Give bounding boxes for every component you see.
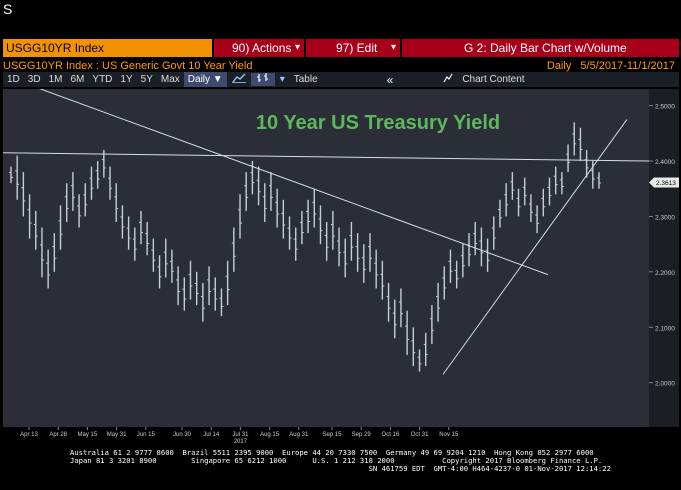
x-tick-label: Apr 28 <box>49 432 67 438</box>
x-tick-label: Apr 13 <box>20 432 38 438</box>
downtrend-line <box>39 89 549 276</box>
range-button-1y[interactable]: 1Y <box>120 74 133 85</box>
range-button-3d[interactable]: 3D <box>27 74 41 85</box>
x-tick-label: May 15 <box>78 432 98 438</box>
y-tick-label: 2.3000 <box>655 214 675 221</box>
x-tick-label: Jun 30 <box>173 432 192 438</box>
security-field[interactable]: USGG10YR Index <box>3 39 212 57</box>
x-tick-label: Aug 15 <box>260 432 280 438</box>
bar-type-icon[interactable] <box>250 73 275 86</box>
range-button-ytd[interactable]: YTD <box>92 74 113 85</box>
edit-label: 97) Edit <box>336 41 378 55</box>
x-tick-label: Nov 15 <box>439 432 459 438</box>
y-tick-label: 2.5000 <box>655 104 675 111</box>
chevron-down-icon: ▾ <box>294 42 300 53</box>
x-tick-label: May 31 <box>107 432 127 438</box>
x-tick-label: Sep 15 <box>322 432 342 438</box>
y-tick-label: 2.0000 <box>655 381 675 388</box>
uptrend-line <box>442 119 628 375</box>
footer-line-2: Japan 81 3 3201 8900 Singapore 65 6212 1… <box>70 456 603 465</box>
command-bar: USGG10YR Index 90) Actions ▾ 97) Edit ▾ … <box>3 39 679 57</box>
chevron-down-icon[interactable]: ▾ <box>279 74 285 85</box>
range-button-1d[interactable]: 1D <box>7 74 20 85</box>
range-button-1m[interactable]: 1M <box>48 74 63 85</box>
frequency-dropdown[interactable]: Daily ▼ <box>183 72 227 87</box>
chevron-down-icon: ▾ <box>390 42 396 53</box>
chart-toolbar: 1D 3D 1M 6M YTD 1Y 5Y Max Daily ▼ ▾ Tabl… <box>3 72 679 87</box>
x-tick-label: Jun 15 <box>137 432 156 438</box>
footer-line-1: Australia 61 2 9777 8600 Brazil 5511 239… <box>70 448 594 457</box>
last-value-marker <box>649 177 679 188</box>
x-tick-label: Sep 29 <box>352 432 372 438</box>
x-tick-label: Jul 14 <box>203 432 220 438</box>
chart-title-bar: G 2: Daily Bar Chart w/Volume <box>402 39 679 57</box>
edit-menu[interactable]: 97) Edit ▾ <box>306 39 400 57</box>
table-button[interactable]: Table <box>293 74 318 85</box>
actions-menu[interactable]: 90) Actions ▾ <box>214 39 304 57</box>
y-tick-label: 2.4000 <box>655 159 675 166</box>
last-value-label: 2.3613 <box>656 180 676 187</box>
y-axis-panel <box>649 89 679 427</box>
date-range-value: 5/5/2017-11/1/2017 <box>580 60 675 72</box>
range-button-5y[interactable]: 5Y <box>140 74 153 85</box>
period-label: Daily <box>546 60 572 72</box>
date-range[interactable]: Daily 5/5/2017-11/1/2017 <box>547 60 675 72</box>
y-tick-label: 2.1000 <box>655 325 675 332</box>
chart-content-button[interactable]: Chart Content <box>462 74 525 85</box>
security-description: USGG10YR Index : US Generic Govt 10 Year… <box>3 60 253 72</box>
actions-label: 90) Actions <box>232 41 292 55</box>
window-corner-label: S <box>3 1 13 17</box>
chart-content-icon[interactable] <box>438 73 458 86</box>
y-tick-label: 2.2000 <box>655 270 675 277</box>
chart-title: 10 Year US Treasury Yield <box>256 112 500 134</box>
resistance-line <box>3 152 650 162</box>
footer-contacts: Australia 61 2 9777 8600 Brazil 5511 239… <box>70 449 680 473</box>
range-button-6m[interactable]: 6M <box>70 74 85 85</box>
x-tick-label: Oct 16 <box>382 432 400 438</box>
x-tick-label: Oct 31 <box>411 432 429 438</box>
rewind-icon[interactable]: « <box>386 72 394 87</box>
range-button-max[interactable]: Max <box>160 74 180 85</box>
year-label: 2017 <box>234 439 248 445</box>
x-tick-label: Aug 31 <box>289 432 309 438</box>
line-chart-icon[interactable] <box>227 73 251 86</box>
x-tick-label: Jul 31 <box>232 432 249 438</box>
footer-line-3: SN 461759 EDT GMT-4:00 H464-4237-0 01-No… <box>70 464 611 473</box>
price-chart: 2.5000 2.4000 2.3000 2.2000 2.1000 2.0000 Apr … <box>3 89 679 445</box>
